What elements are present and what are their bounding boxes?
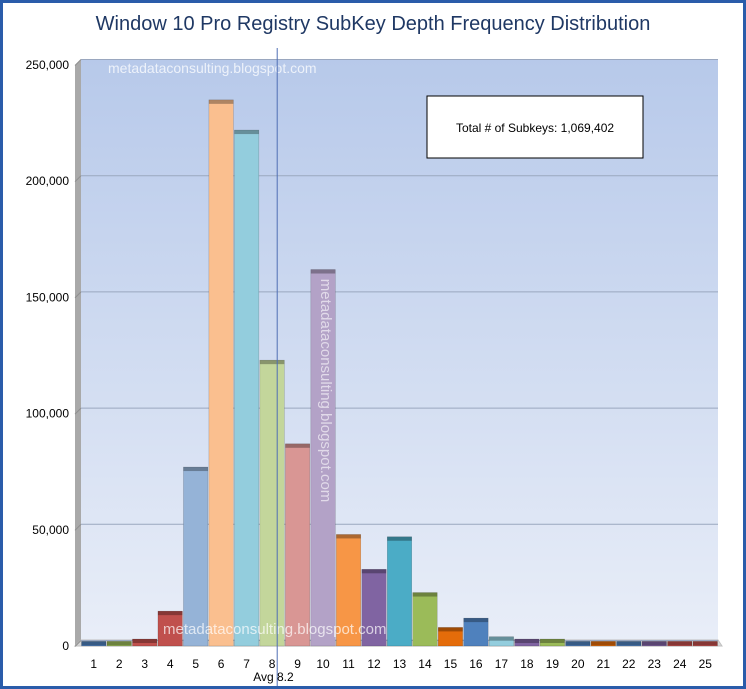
bar (641, 641, 667, 647)
watermark-vertical: metadataconsulting.blogspot.com (317, 279, 334, 502)
x-tick-label: 2 (116, 657, 123, 671)
watermark-bottom: metadataconsulting.blogspot.com (163, 621, 386, 638)
bar (81, 641, 107, 647)
bar-top (106, 641, 132, 646)
bar (692, 641, 718, 647)
annotation-box (426, 95, 644, 159)
x-tick-label: 20 (571, 657, 585, 671)
bar-top (157, 611, 183, 616)
bar-top (616, 641, 642, 646)
bar (285, 443, 311, 647)
x-tick-label: 8 (269, 657, 276, 671)
bar-top (336, 534, 361, 539)
chart-plot: 0 50,000 100,000 150,000 200,000 250,000 metad… (26, 48, 723, 686)
bar-top (565, 641, 591, 646)
y-tick-label: 50,000 (32, 523, 69, 537)
x-tick-label: 16 (469, 657, 483, 671)
x-tick-label: 11 (342, 657, 355, 671)
x-tick-label: 12 (367, 657, 381, 671)
x-tick-label: 3 (141, 657, 148, 671)
bar-top (183, 467, 208, 472)
avg-label: Avg 8.2 (253, 670, 294, 684)
bar (234, 129, 260, 647)
bar-top (438, 627, 463, 632)
bar (361, 569, 387, 647)
bar (667, 641, 693, 647)
gridline-bevel (74, 640, 82, 647)
x-tick-label: 21 (597, 657, 611, 671)
bar (106, 641, 132, 647)
bar (463, 617, 489, 647)
bar-top (234, 130, 259, 135)
x-tick-label: 10 (316, 657, 330, 671)
x-tick-label: 18 (520, 657, 534, 671)
bar (387, 536, 412, 647)
bar (616, 641, 642, 647)
x-tick-label: 24 (673, 657, 687, 671)
x-tick-label: 9 (294, 657, 301, 671)
bar-top (361, 569, 387, 574)
x-tick-label: 5 (192, 657, 199, 671)
x-tick-label: 15 (444, 657, 458, 671)
x-tick-label: 13 (393, 657, 407, 671)
bar-top (259, 360, 285, 365)
gridline-bevel (74, 291, 82, 299)
y-tick-label: 0 (62, 639, 69, 653)
bar-top (387, 536, 412, 541)
bar-top (285, 443, 310, 448)
x-tick-label: 4 (167, 657, 174, 671)
gridline-bevel (74, 59, 82, 66)
x-tick-label: 23 (648, 657, 662, 671)
bar-top (642, 641, 667, 646)
x-tick-label: 1 (90, 657, 97, 671)
bar (336, 534, 362, 647)
y-tick-label: 100,000 (26, 407, 70, 421)
bar (514, 638, 540, 647)
bar-top (81, 641, 106, 646)
left-wall (75, 59, 81, 646)
bar-top (540, 639, 565, 644)
x-tick-label: 17 (495, 657, 509, 671)
bar (412, 592, 438, 647)
watermark-top: metadataconsulting.blogspot.com (108, 60, 317, 76)
bar (310, 269, 336, 647)
x-tick-label: 6 (218, 657, 225, 671)
bar-top (132, 639, 157, 644)
annotation-text: Total # of Subkeys: 1,069,402 (456, 121, 614, 135)
x-tick-label: 19 (546, 657, 560, 671)
bar (157, 610, 183, 647)
gridline-bevel (74, 175, 82, 183)
x-tick-label: 7 (243, 657, 250, 671)
bar (437, 627, 463, 647)
bar-top (489, 636, 514, 641)
x-tick-label: 22 (622, 657, 636, 671)
bar-top (667, 641, 693, 646)
bar-top (310, 269, 336, 274)
x-tick-label: 25 (699, 657, 713, 671)
bar-top (693, 641, 718, 646)
y-tick-label: 200,000 (26, 174, 70, 188)
bar (259, 359, 285, 647)
bar (208, 99, 234, 647)
bar-top (463, 618, 489, 623)
bar-top (591, 641, 616, 646)
x-tick-label: 14 (418, 657, 432, 671)
bar (488, 636, 514, 647)
bar (539, 638, 565, 647)
y-tick-label: 150,000 (26, 290, 70, 304)
bar (183, 466, 209, 647)
bar (132, 638, 158, 647)
bar-top (514, 639, 540, 644)
bar-top (412, 592, 438, 597)
gridline-bevel (74, 523, 82, 531)
chart-title: Window 10 Pro Registry SubKey Depth Freq… (95, 13, 651, 35)
bar (565, 641, 591, 647)
y-tick-label: 250,000 (26, 58, 70, 72)
gridline-bevel (74, 407, 82, 415)
bar (590, 641, 616, 647)
bar-top (208, 99, 234, 104)
